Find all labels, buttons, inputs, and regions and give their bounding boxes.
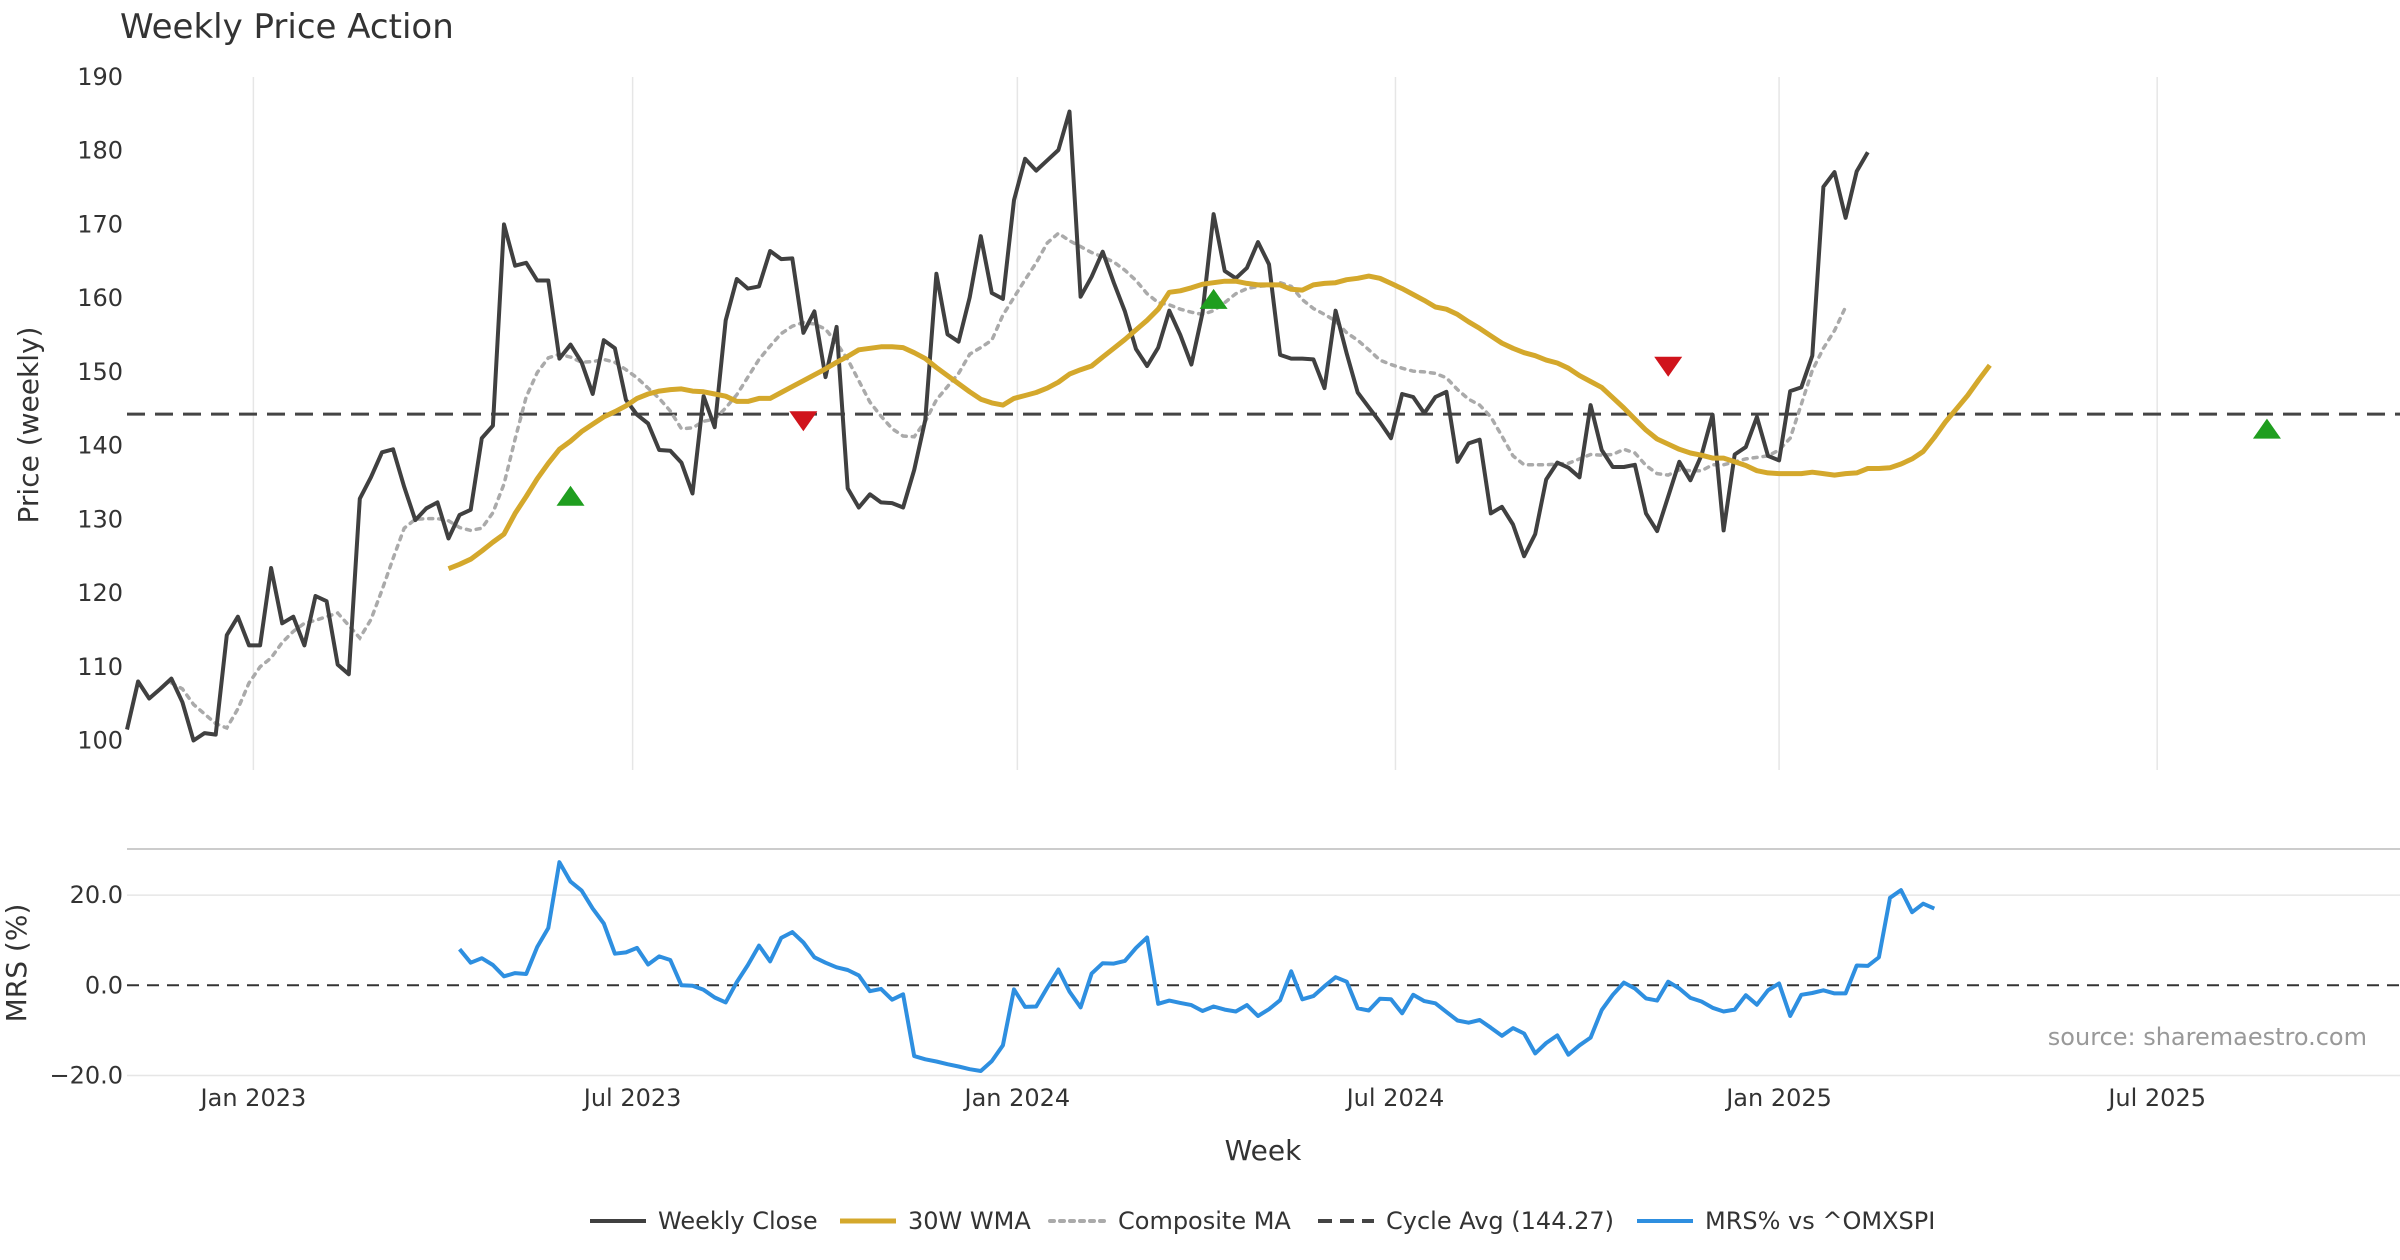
signal-up-marker: [1199, 288, 1228, 309]
signal-up-marker: [556, 485, 585, 506]
legend: Weekly Close 30W WMA Composite MA Cycle Avg…: [590, 1207, 1935, 1235]
close-series-line: [125, 109, 1870, 743]
price-y-axis: 100 110 120 130 140 150 160 170 180 190: [77, 63, 123, 755]
price-y-tick-label: 100: [77, 727, 123, 755]
signal-down-marker: [789, 411, 818, 432]
mrs-y-axis-title: MRS (%): [0, 904, 33, 1023]
price-y-tick-label: 150: [77, 358, 123, 386]
price-y-tick-label: 160: [77, 284, 123, 312]
composite-series-line: [169, 231, 1848, 731]
x-tick-label: Jan 2024: [962, 1084, 1070, 1112]
x-tick-label: Jan 2025: [1724, 1084, 1832, 1112]
signal-markers: [556, 288, 2281, 506]
series-layer: [125, 109, 1992, 1073]
signal-down-marker: [1654, 356, 1683, 377]
x-tick-label: Jan 2023: [199, 1084, 307, 1112]
x-tick-label: Jul 2023: [582, 1084, 682, 1112]
wma-series-line: [447, 273, 1992, 572]
price-y-tick-label: 120: [77, 579, 123, 607]
legend-label-composite: Composite MA: [1118, 1207, 1291, 1235]
mrs-gridlines: [127, 894, 2400, 1077]
mrs-series-line: [458, 860, 1936, 1073]
price-y-tick-label: 110: [77, 653, 123, 681]
legend-label-close: Weekly Close: [658, 1207, 818, 1235]
mrs-y-axis: 20.0 0.0 −20.0: [49, 881, 123, 1089]
source-note: source: sharemaestro.com: [2048, 1023, 2367, 1051]
x-tick-label: Jul 2025: [2106, 1084, 2206, 1112]
price-y-tick-label: 190: [77, 63, 123, 91]
legend-label-wma: 30W WMA: [908, 1207, 1031, 1235]
x-axis-title: Week: [1225, 1134, 1302, 1167]
x-axis: Jan 2023 Jul 2023 Jan 2024 Jul 2024 Jan 2025…: [199, 1084, 2206, 1112]
signal-up-marker: [2252, 418, 2281, 439]
mrs-y-tick-label: −20.0: [49, 1061, 123, 1089]
price-y-tick-label: 140: [77, 432, 123, 460]
price-y-tick-label: 130: [77, 505, 123, 533]
x-tick-label: Jul 2024: [1345, 1084, 1445, 1112]
legend-label-mrs: MRS% vs ^OMXSPI: [1705, 1207, 1935, 1235]
mrs-y-tick-label: 0.0: [85, 971, 123, 999]
price-y-tick-label: 180: [77, 137, 123, 165]
price-y-axis-title: Price (weekly): [12, 327, 45, 524]
mrs-y-tick-label: 20.0: [70, 881, 123, 909]
price-y-tick-label: 170: [77, 210, 123, 238]
price-gridlines: [252, 77, 2158, 770]
legend-label-cycle: Cycle Avg (144.27): [1386, 1207, 1614, 1235]
chart-title: Weekly Price Action: [120, 7, 454, 47]
